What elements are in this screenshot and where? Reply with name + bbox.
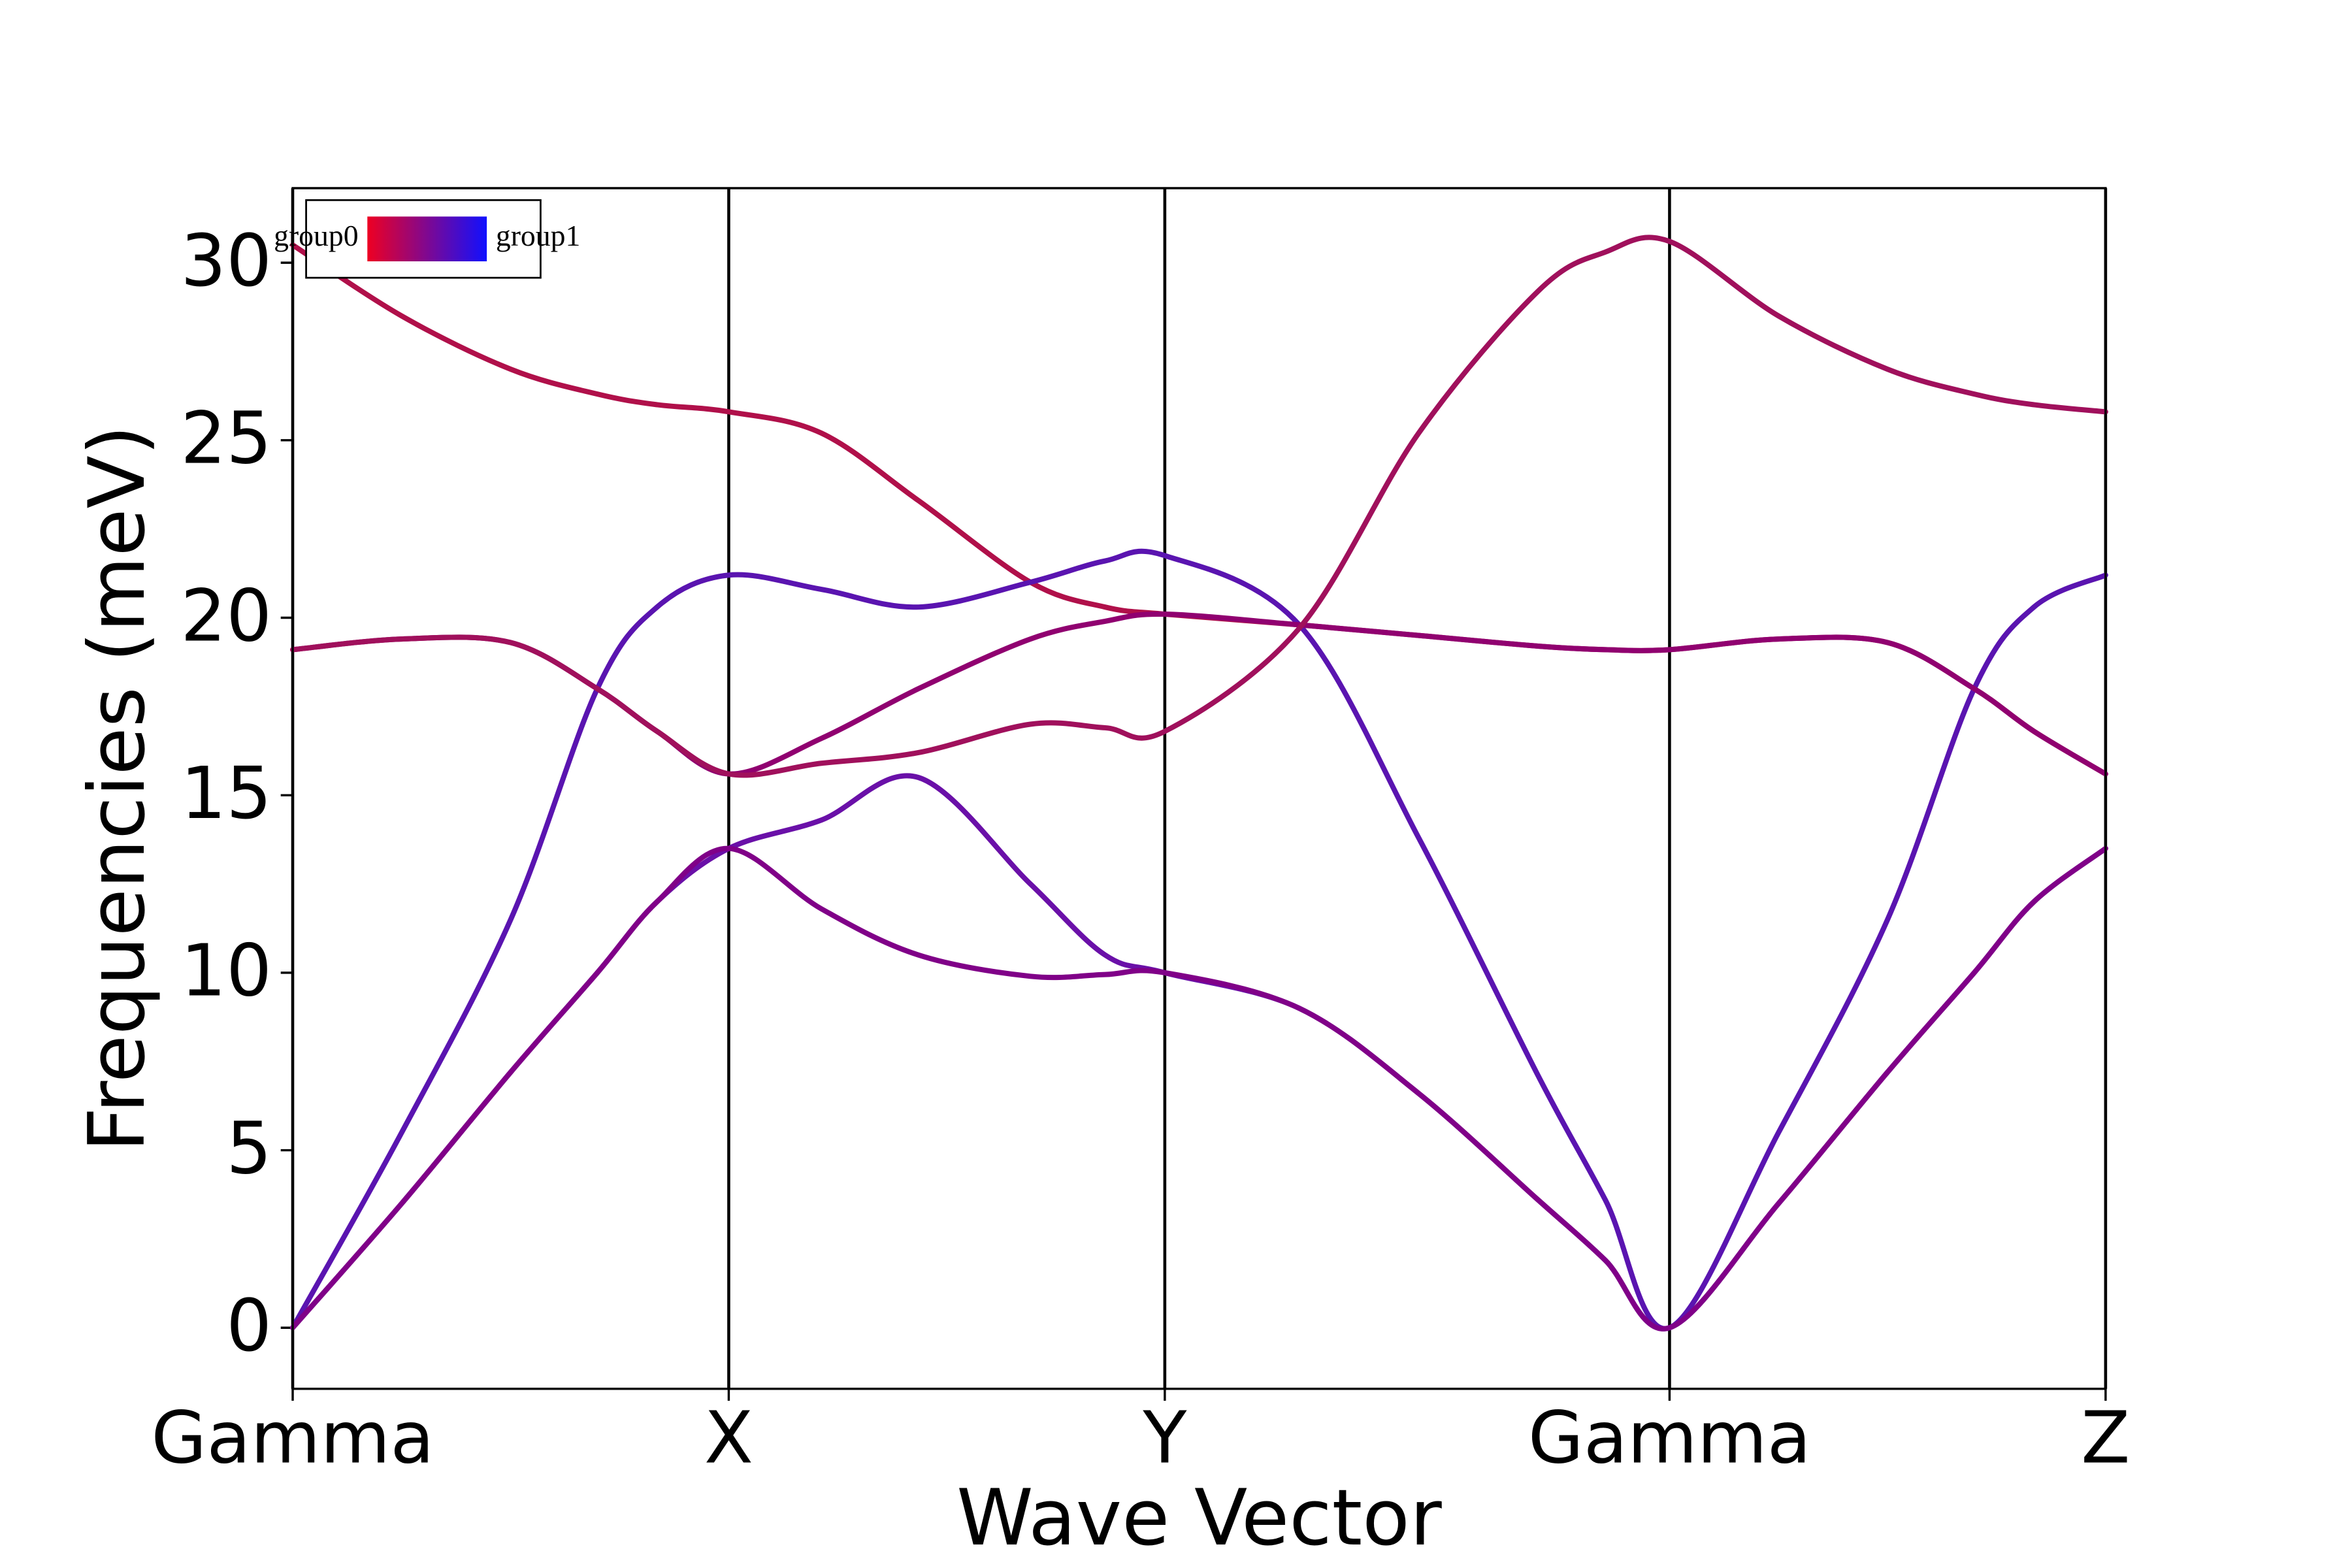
x-tick-label: Gamma bbox=[1528, 1396, 1811, 1479]
x-axis-label: Wave Vector bbox=[956, 1473, 1442, 1563]
x-tick-label: X bbox=[704, 1396, 753, 1479]
band-line bbox=[290, 611, 2108, 777]
x-tick-label: Gamma bbox=[151, 1396, 434, 1479]
legend-label: group0 bbox=[274, 219, 358, 252]
plot-frame bbox=[291, 187, 2107, 1390]
y-tick-label: 15 bbox=[180, 751, 272, 835]
y-tick-label: 25 bbox=[180, 397, 272, 480]
y-tick-label: 30 bbox=[180, 219, 272, 302]
y-tick-label: 5 bbox=[226, 1106, 272, 1190]
y-tick-label: 10 bbox=[180, 929, 272, 1013]
band-line bbox=[290, 235, 2108, 778]
legend-colorbar bbox=[367, 216, 487, 261]
y-tick-label: 0 bbox=[226, 1284, 272, 1367]
legend-label: group1 bbox=[496, 219, 580, 252]
band-line bbox=[290, 242, 2108, 777]
y-tick-label: 20 bbox=[180, 574, 272, 657]
y-axis-label: Frequencies (meV) bbox=[73, 425, 163, 1152]
x-tick-label: Z bbox=[2081, 1396, 2130, 1479]
x-tick-label: Y bbox=[1142, 1396, 1187, 1479]
band-line bbox=[290, 773, 2108, 1331]
band-line bbox=[290, 548, 2108, 1331]
band-line bbox=[290, 845, 2108, 1331]
